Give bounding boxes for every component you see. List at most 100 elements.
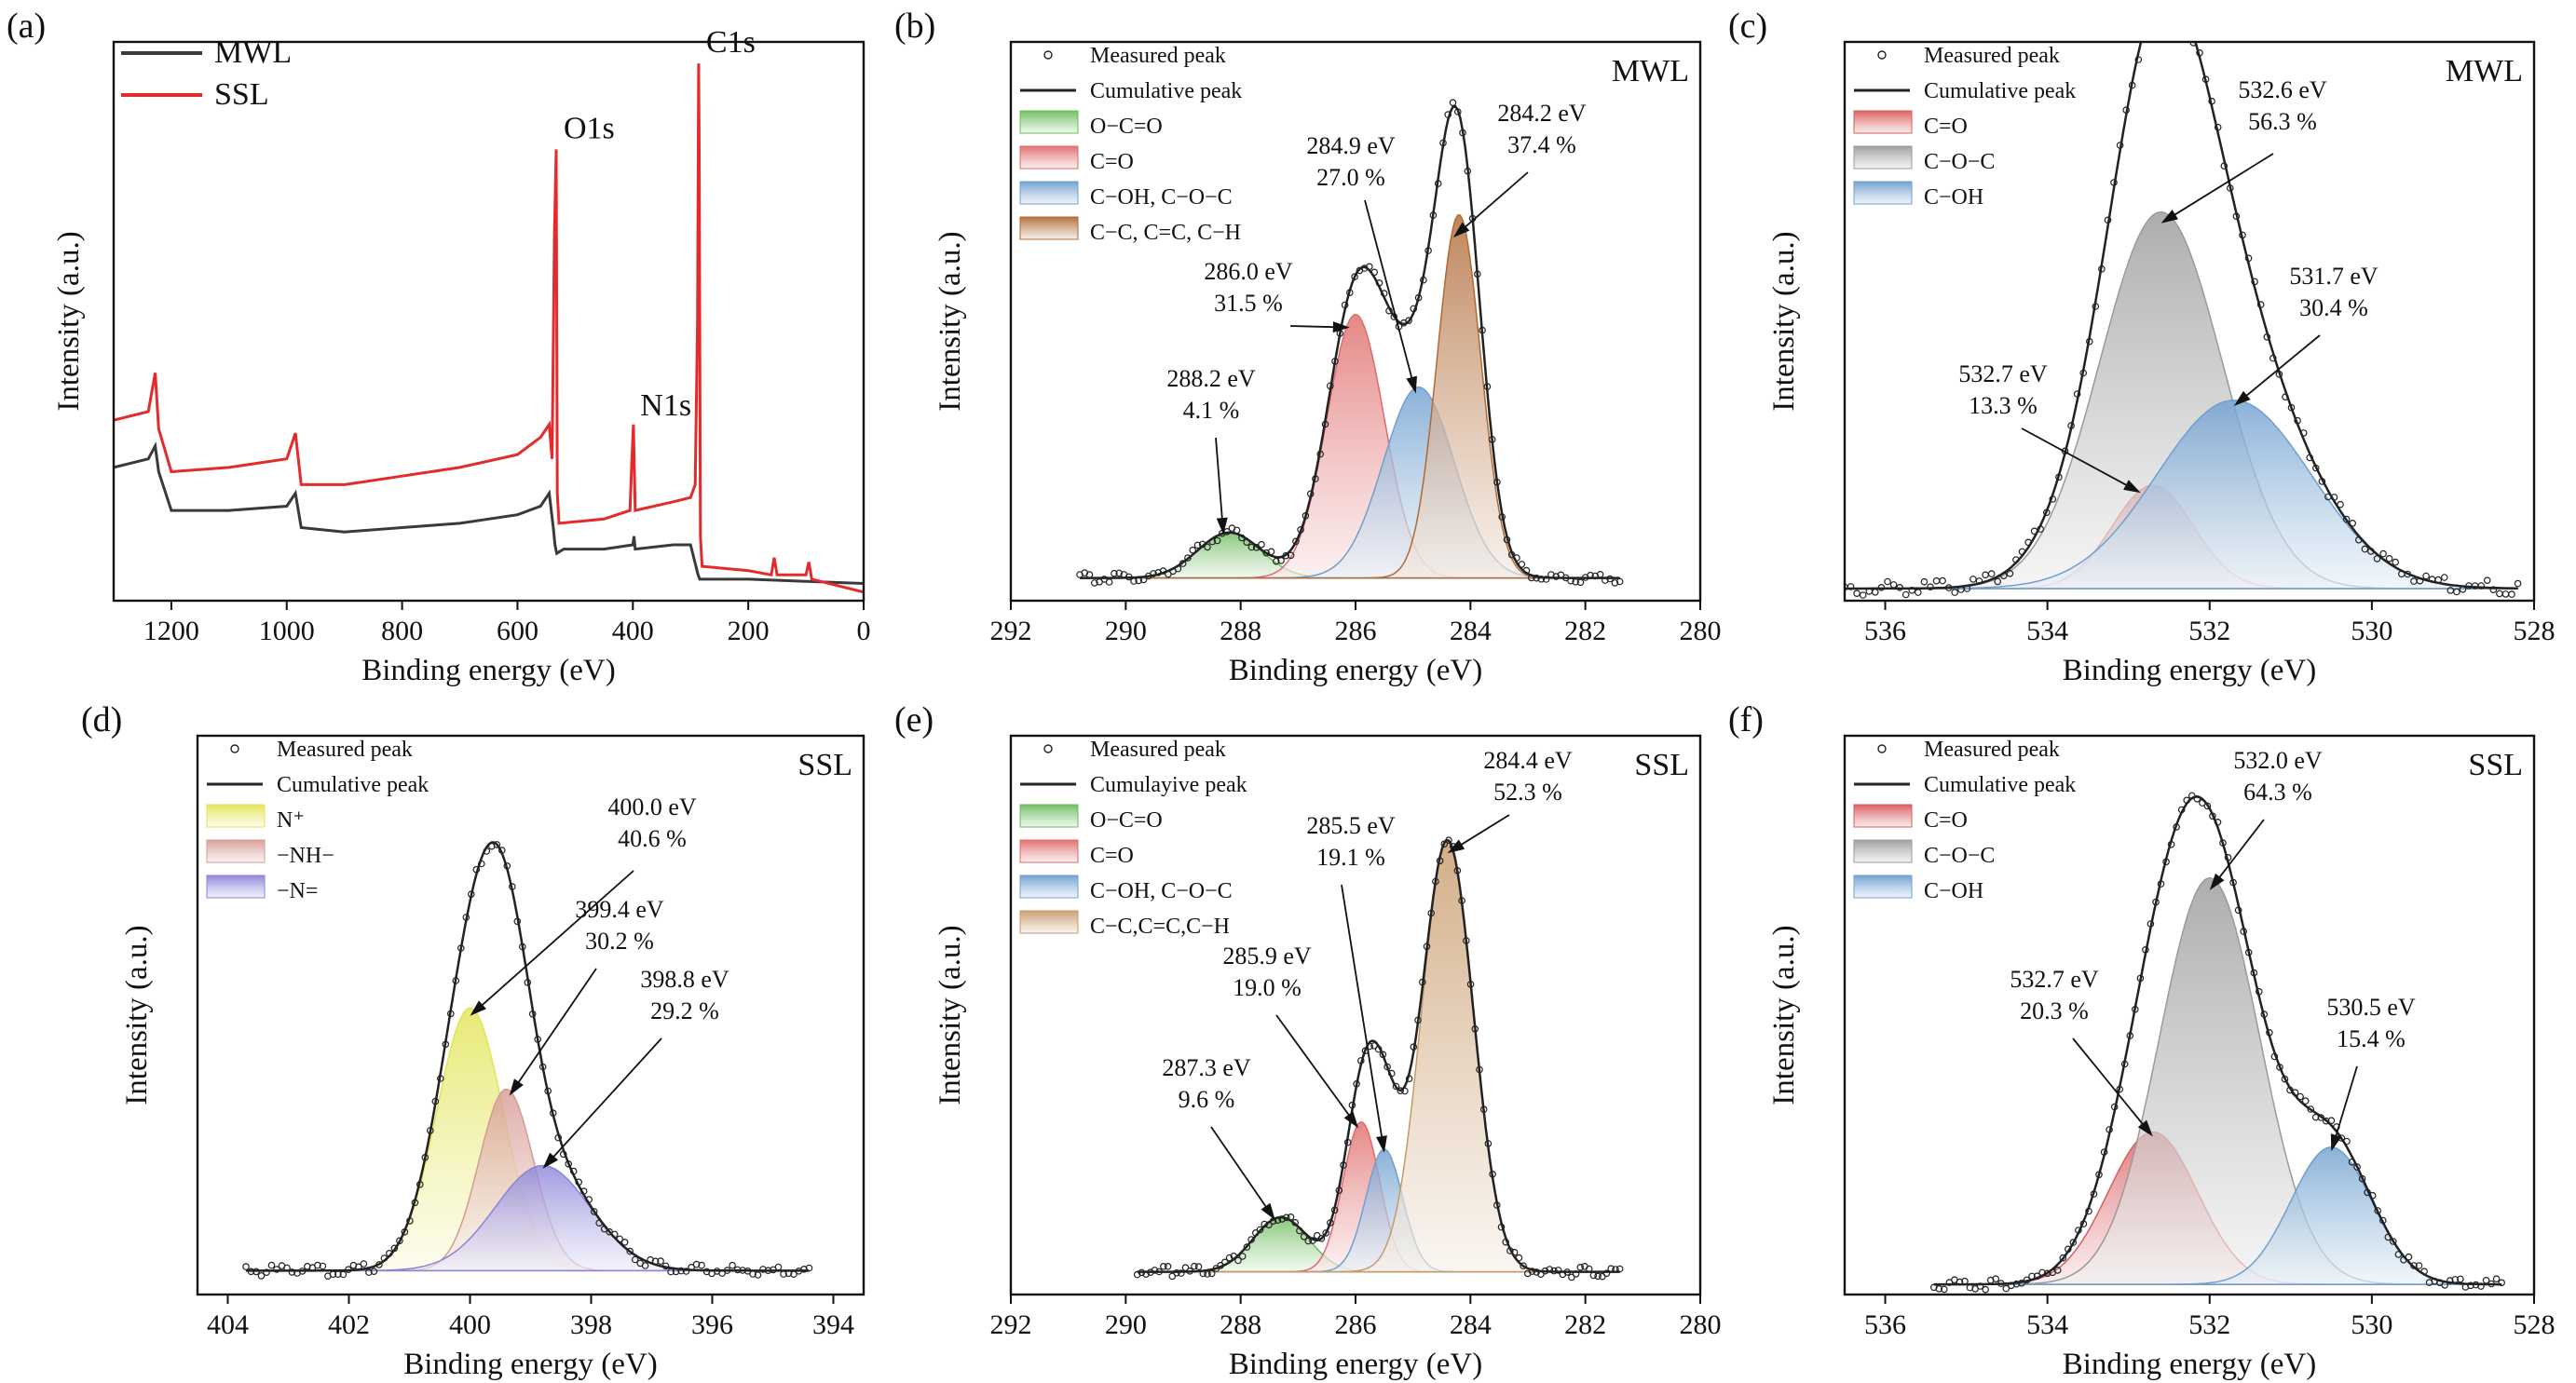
measured-point <box>345 1266 352 1274</box>
measured-point <box>304 1263 311 1270</box>
legend-swatch <box>1019 875 1079 899</box>
measured-point <box>534 1036 542 1043</box>
measured-point <box>1432 877 1439 886</box>
measured-point <box>1992 1275 2000 1283</box>
measured-point <box>1956 1278 1964 1286</box>
measured-point <box>2492 1275 2501 1283</box>
measured-point <box>1397 1087 1405 1095</box>
sample-name: MWL <box>2446 54 2523 88</box>
x-tick-label: 292 <box>990 1309 1032 1340</box>
measured-point <box>252 1268 260 1276</box>
x-tick-label: 398 <box>570 1309 612 1340</box>
y-axis-label: Intensity (a.u.) <box>1767 925 1801 1105</box>
measured-point <box>2394 1251 2403 1258</box>
panel-label: (e) <box>894 700 934 739</box>
measured-point <box>2065 1245 2072 1254</box>
measured-point <box>2244 254 2253 263</box>
legend-swatch <box>1853 110 1913 134</box>
x-tick-label: 284 <box>1450 1309 1492 1340</box>
measured-point <box>1419 978 1426 986</box>
measured-point <box>2434 576 2443 584</box>
legend-marker <box>1877 50 1887 60</box>
measured-point <box>1567 576 1574 585</box>
legend-swatch <box>1853 145 1913 169</box>
measured-point <box>431 1097 440 1105</box>
measured-point <box>2301 1097 2310 1105</box>
measured-point <box>380 1254 388 1262</box>
measured-point <box>754 1271 762 1279</box>
measured-point <box>1576 578 1585 587</box>
measured-point <box>339 1270 348 1279</box>
annotation-energy: 398.8 eV <box>640 966 729 993</box>
measured-point <box>2374 1207 2382 1214</box>
x-tick-label: 280 <box>1680 1309 1722 1340</box>
measured-points <box>242 841 813 1281</box>
measured-point <box>1221 1258 1229 1267</box>
measured-point <box>1568 1273 1575 1281</box>
measured-point <box>2287 403 2296 412</box>
measured-point <box>2266 1029 2273 1037</box>
annotation-percent: 4.1 % <box>1183 397 1240 424</box>
measured-point <box>1380 290 1388 297</box>
measured-point <box>2203 802 2212 810</box>
annotation-arrow <box>1215 437 1224 530</box>
measured-point <box>1410 305 1418 313</box>
measured-point <box>565 1160 573 1168</box>
measured-point <box>1256 1226 1264 1234</box>
legend-label: −NH− <box>277 844 334 868</box>
measured-point <box>1941 1285 1948 1294</box>
measured-point <box>2390 1238 2397 1245</box>
measured-point <box>1515 1254 1523 1262</box>
x-tick-label: 532 <box>2188 616 2230 646</box>
measured-point <box>1896 583 1903 591</box>
measured-point <box>2275 370 2283 378</box>
annotation-percent: 64.3 % <box>2243 779 2312 806</box>
measured-point <box>1312 475 1319 482</box>
legend-marker <box>1877 744 1887 753</box>
measured-point <box>2086 337 2093 346</box>
measured-point <box>1388 1069 1396 1078</box>
measured-point <box>436 1075 444 1082</box>
measured-point <box>1615 1265 1624 1273</box>
measured-point <box>1498 513 1506 521</box>
measured-point <box>2126 1032 2134 1039</box>
measured-point <box>1464 167 1472 175</box>
arrow-head <box>2233 390 2251 406</box>
measured-point <box>513 917 522 926</box>
measured-point <box>2379 549 2387 558</box>
x-tick-label: 282 <box>1564 1309 1606 1340</box>
measured-point <box>579 1187 588 1195</box>
measured-point <box>1115 569 1124 577</box>
measured-point <box>1225 1254 1233 1262</box>
x-axis-label: Binding energy (eV) <box>403 1348 658 1381</box>
measured-point <box>2514 579 2522 588</box>
measured-point <box>626 1247 634 1255</box>
measured-point <box>1576 1264 1585 1271</box>
peak-area <box>1080 314 1620 579</box>
annotation-arrow <box>1456 171 1529 235</box>
x-tick-label: 282 <box>1564 616 1606 646</box>
peak-label-o1s: O1s <box>564 111 615 145</box>
measured-point <box>1601 576 1609 584</box>
measured-point <box>620 1239 629 1246</box>
measured-point <box>1572 577 1580 586</box>
measured-point <box>749 1270 756 1278</box>
measured-point <box>1208 537 1217 546</box>
measured-point <box>457 944 465 952</box>
measured-point <box>729 1261 736 1269</box>
measured-point <box>298 1268 307 1275</box>
measured-point <box>1463 937 1470 944</box>
measured-point <box>688 1264 695 1271</box>
measured-point <box>2415 1262 2423 1269</box>
legend-swatch <box>1019 110 1079 134</box>
measured-point <box>1427 909 1436 917</box>
measured-point <box>616 1235 624 1243</box>
measured-point <box>2317 1114 2325 1121</box>
x-axis-ticks: 1200 1000 800 600 400 200 0 <box>143 601 871 646</box>
panel-label: (c) <box>1728 7 1767 46</box>
measured-point <box>2244 948 2253 956</box>
x-tick-label: 528 <box>2514 1309 2556 1340</box>
plot-area <box>1845 42 2522 599</box>
annotation-percent: 19.1 % <box>1316 844 1385 871</box>
arrow-head <box>2209 873 2225 890</box>
